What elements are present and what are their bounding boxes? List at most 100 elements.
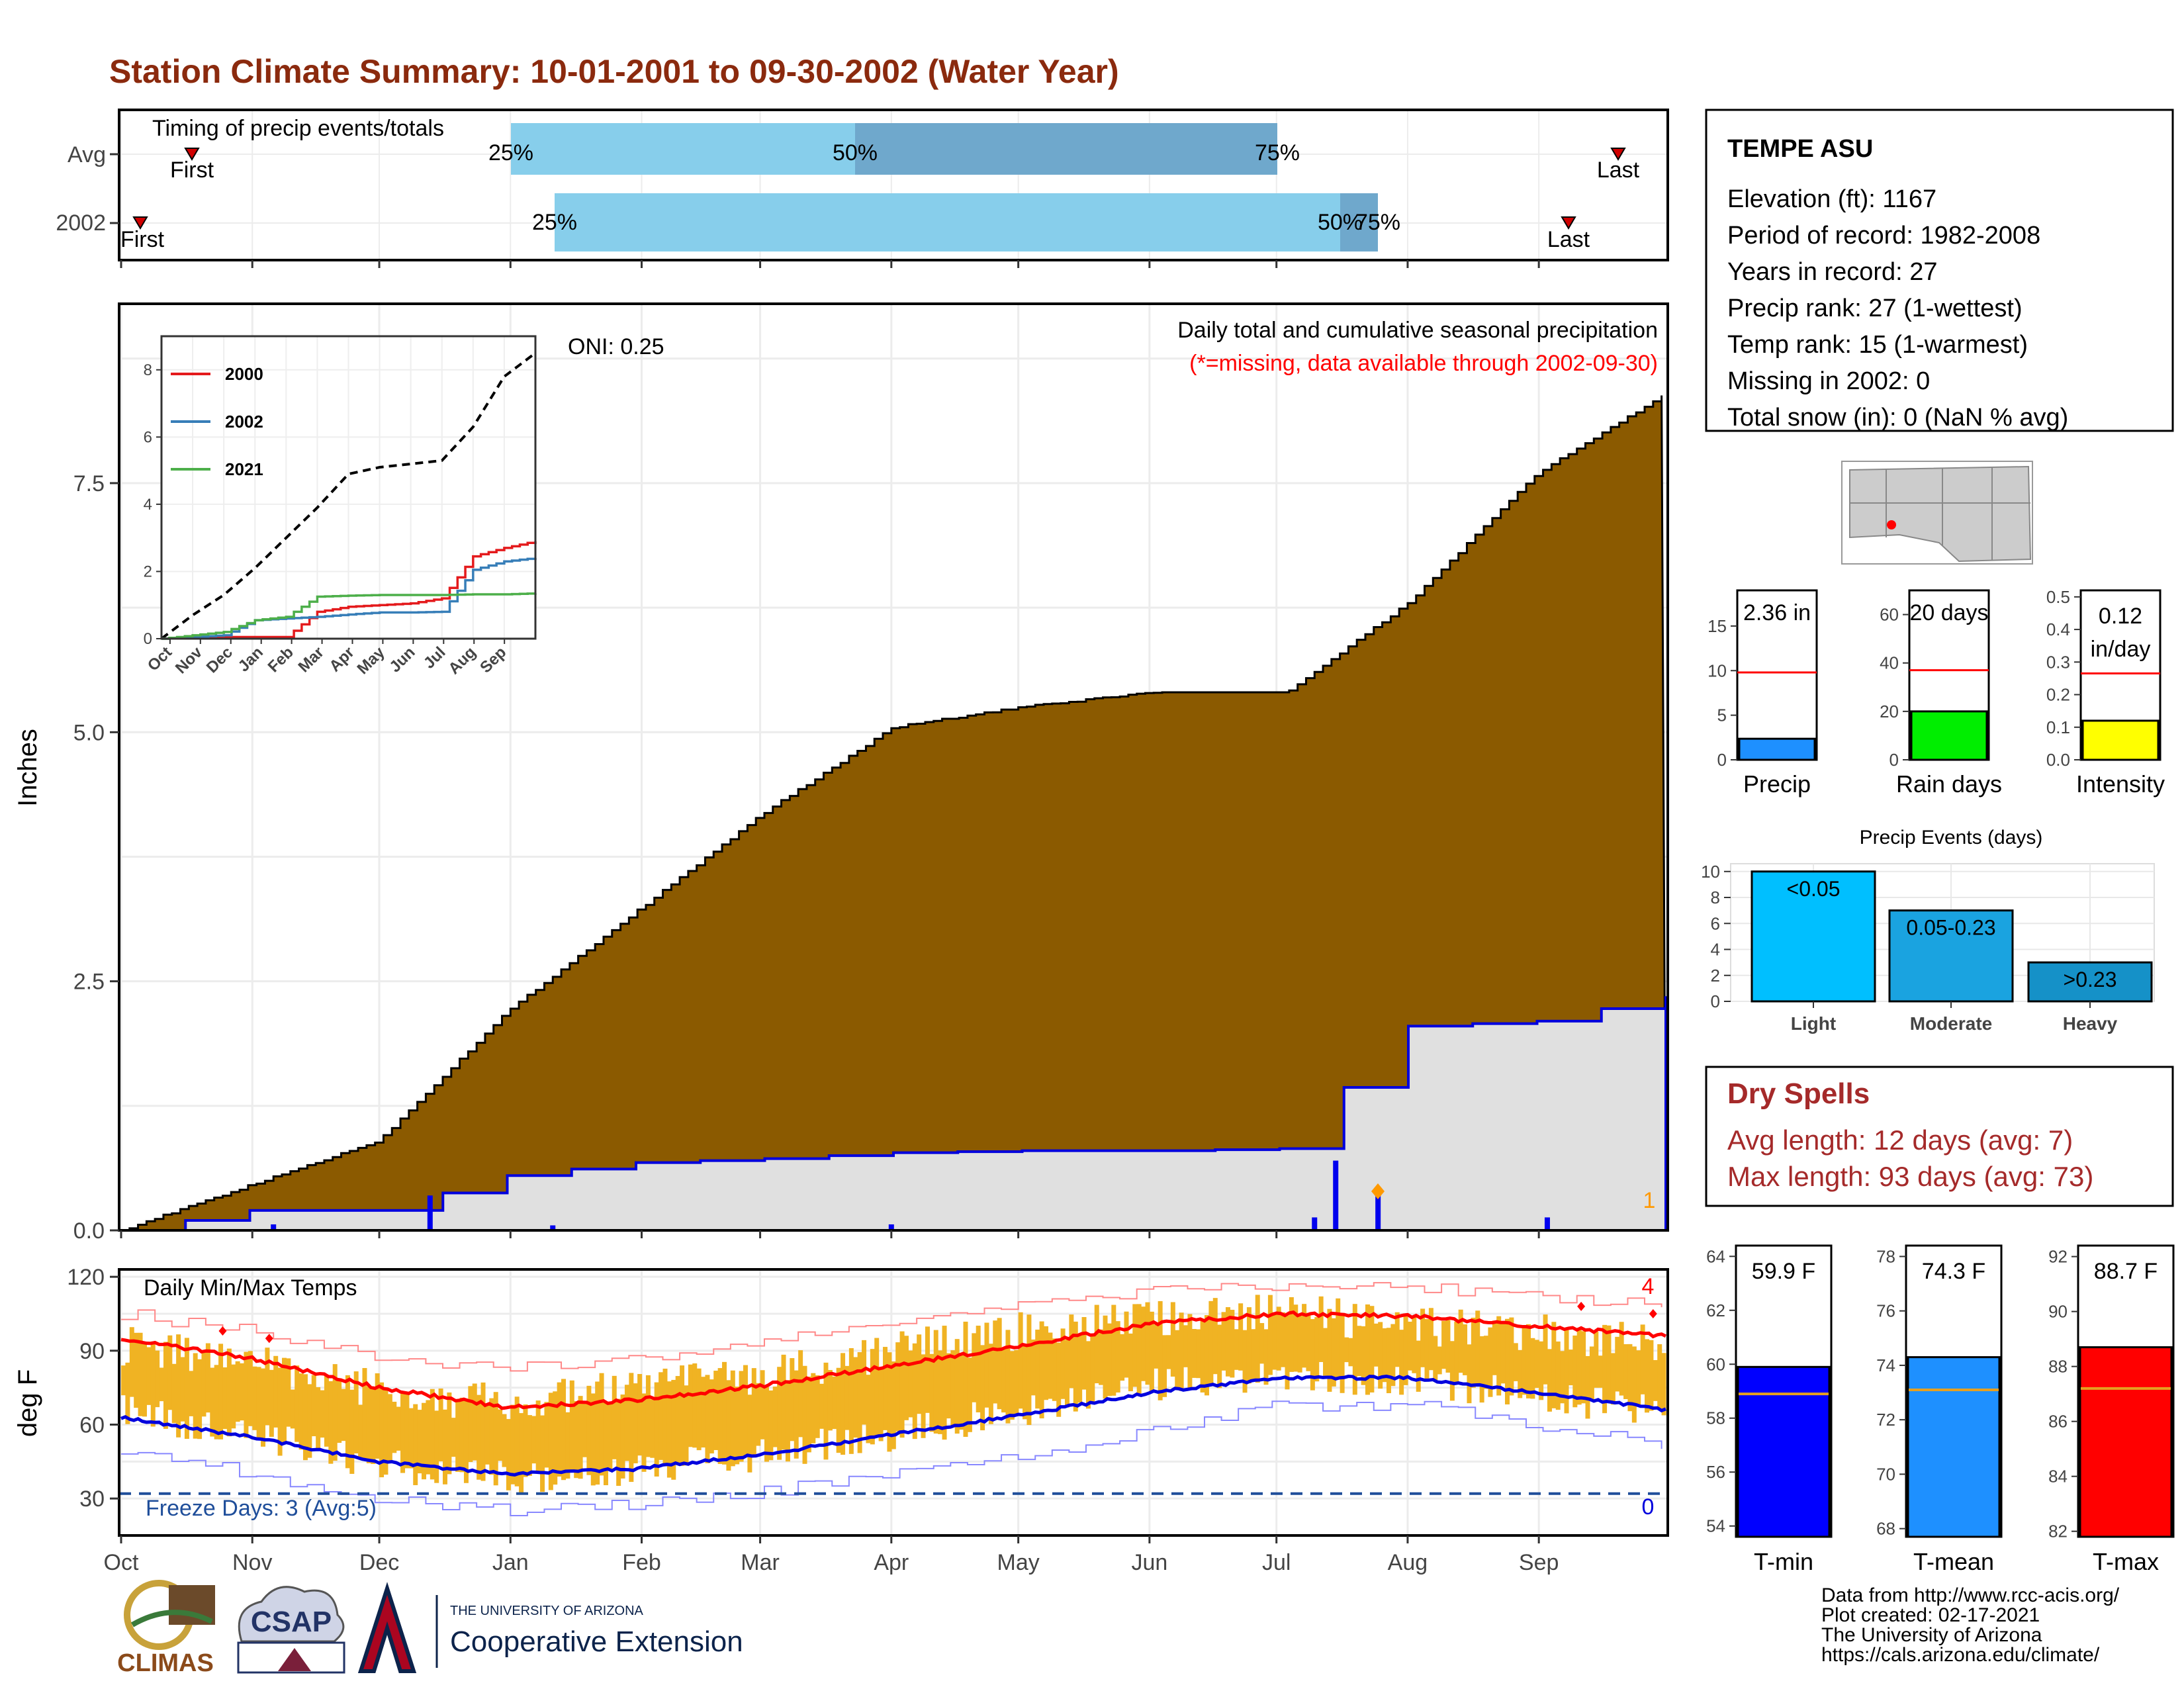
temp-summary-t-max: 82 84 86 88 90 92 88.7 F T-max — [2048, 1244, 2175, 1575]
temp-range-bar — [1555, 1341, 1561, 1410]
temp-range-bar — [1285, 1315, 1290, 1390]
temp-range-bar — [942, 1326, 947, 1440]
temp-summary-tick-label: 72 — [1876, 1410, 1895, 1430]
station-box-frame — [1705, 109, 2174, 432]
temp-range-bar — [502, 1414, 507, 1467]
temp-range-bar — [125, 1362, 130, 1424]
temp-summary-tick-label: 70 — [1876, 1464, 1895, 1484]
precip-panel-subtitle: (*=missing, data available through 2002-… — [1189, 351, 1658, 376]
temp-range-bar — [1327, 1308, 1332, 1392]
month-label: Jul — [1262, 1550, 1291, 1575]
temp-range-bar — [1293, 1304, 1298, 1372]
mini-bar-tick-label: 20 — [1880, 702, 1899, 721]
temp-range-bar — [235, 1361, 240, 1422]
month-label: Nov — [232, 1550, 272, 1575]
temp-range-bar — [629, 1373, 634, 1483]
temp-range-bar — [1090, 1335, 1095, 1403]
temp-range-bar — [1009, 1351, 1015, 1420]
locator-map — [1841, 461, 2033, 565]
temp-range-bar — [844, 1365, 850, 1430]
temp-range-bar — [645, 1375, 651, 1457]
inset-y-tick-label: 6 — [144, 428, 152, 446]
temp-range-bar — [302, 1374, 308, 1461]
temp-range-bar — [1081, 1317, 1087, 1390]
temp-range-bar — [878, 1369, 884, 1441]
temp-range-bar — [1310, 1319, 1315, 1391]
temp-panel-title: Daily Min/Max Temps — [144, 1275, 357, 1301]
temp-range-bar — [548, 1393, 553, 1490]
inset-y-tick-label: 8 — [144, 361, 152, 379]
temp-range-bar — [959, 1354, 964, 1430]
temp-range-bar — [1056, 1342, 1062, 1417]
temp-range-bar — [328, 1381, 334, 1464]
temp-range-bar — [493, 1392, 498, 1486]
temp-range-bar — [184, 1338, 189, 1440]
temp-range-bar — [1403, 1315, 1408, 1385]
yr-last-marker — [1561, 216, 1576, 230]
temp-range-bar — [696, 1368, 702, 1451]
events-bar-text: >0.23 — [2064, 968, 2117, 991]
temp-range-bar — [1204, 1315, 1209, 1396]
temp-range-bar — [730, 1370, 735, 1467]
temp-range-bar — [451, 1418, 456, 1457]
temp-summary-value: 74.3 F — [1922, 1259, 1985, 1284]
temp-range-bar — [1158, 1301, 1163, 1400]
temp-range-bar — [1640, 1324, 1645, 1394]
temp-range-bar — [484, 1403, 490, 1465]
precip-y-tick-label: 2.5 — [73, 970, 105, 995]
temp-range-bar — [1179, 1312, 1184, 1391]
mini-bar-value-label: 2.36 in — [1743, 600, 1811, 625]
temp-range-bar — [463, 1398, 469, 1483]
temp-range-bar — [1428, 1308, 1433, 1371]
temp-range-bar — [1196, 1329, 1201, 1379]
temp-range-bar — [231, 1364, 236, 1429]
dry-spells-frame — [1705, 1066, 2174, 1207]
temp-range-bar — [1467, 1344, 1472, 1404]
temp-range-bar — [167, 1335, 173, 1410]
temp-summary-t-mean: 68 70 72 74 76 78 74.3 F T-mean — [1876, 1244, 2003, 1575]
temp-range-bar — [337, 1378, 342, 1443]
events-bar — [2027, 961, 2153, 1003]
temp-range-bar — [802, 1365, 807, 1464]
temp-range-bar — [794, 1370, 799, 1459]
temp-range-bar — [1581, 1331, 1586, 1404]
yr-bar-50-75 — [1340, 193, 1378, 251]
temp-range-bar — [1386, 1328, 1391, 1393]
station-precip-rank: Precip rank: 27 (1-wettest) — [1727, 295, 2023, 322]
temp-range-bar — [1522, 1326, 1527, 1395]
precip-panel-title: Daily total and cumulative seasonal prec… — [1177, 318, 1658, 343]
temp-range-bar — [1314, 1317, 1320, 1382]
temp-range-bar — [735, 1387, 740, 1465]
temp-range-bar — [155, 1350, 160, 1408]
temp-range-bar — [722, 1361, 727, 1465]
temp-range-bar — [1475, 1310, 1480, 1385]
temp-summary-tick-label: 54 — [1706, 1516, 1725, 1536]
month-label: Jun — [1131, 1550, 1167, 1575]
station-period: Period of record: 1982-2008 — [1727, 222, 2040, 250]
temp-range-bar — [1631, 1346, 1637, 1423]
temp-range-bar — [1352, 1304, 1357, 1395]
temp-range-bar — [1267, 1295, 1273, 1375]
temp-range-bar — [1488, 1327, 1493, 1397]
temp-range-bar — [413, 1404, 418, 1485]
temp-range-bar — [1069, 1314, 1074, 1389]
csap-logo-text: CSAP — [251, 1606, 332, 1638]
temp-range-bar — [1289, 1297, 1294, 1372]
temp-range-bar — [1039, 1321, 1044, 1419]
temp-range-bar — [768, 1390, 774, 1461]
temp-range-bar — [717, 1368, 723, 1464]
temp-range-bar — [1539, 1341, 1544, 1400]
temp-range-bar — [586, 1385, 592, 1475]
temp-range-bar — [244, 1351, 249, 1438]
temp-range-bar — [1657, 1344, 1662, 1410]
temp-range-bar — [1606, 1325, 1612, 1403]
mini-bar-tick-label: 0.3 — [2046, 652, 2070, 672]
temp-range-bar — [1407, 1321, 1412, 1371]
temp-range-bar — [870, 1349, 875, 1445]
daily-precip-bars — [271, 1160, 1550, 1230]
temp-range-bar — [950, 1350, 956, 1426]
temp-range-bar — [1259, 1323, 1265, 1364]
temp-range-bar — [307, 1384, 312, 1458]
